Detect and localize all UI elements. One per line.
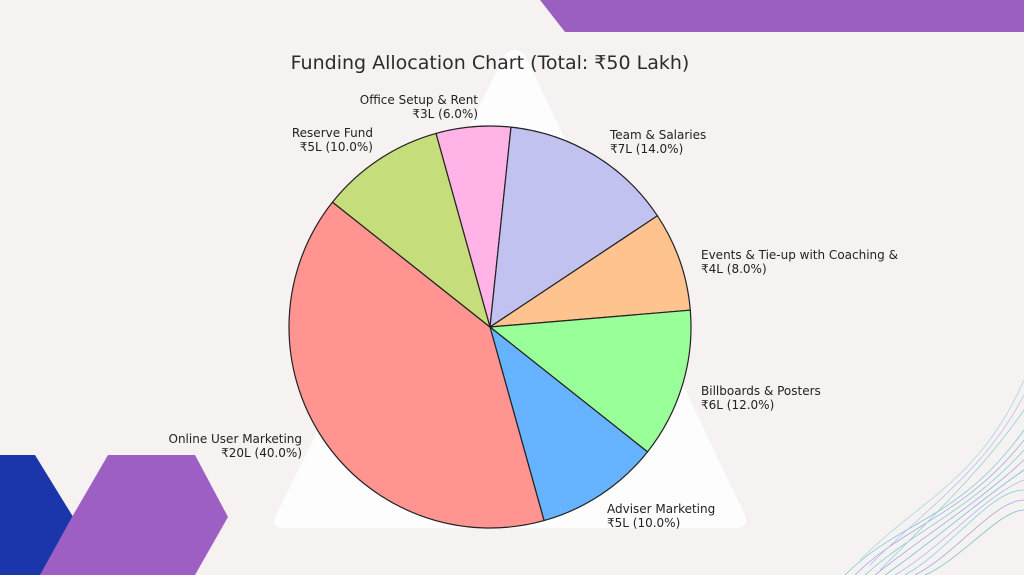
slice-label-value: ₹5L (10.0%) bbox=[299, 140, 373, 154]
top-right-band bbox=[540, 0, 1024, 32]
slice-label: Adviser Marketing ₹5L (10.0%) bbox=[607, 502, 715, 530]
slice-label: Billboards & Posters ₹6L (12.0%) bbox=[701, 384, 821, 412]
pie-slice-events-tie-up-with-coaching bbox=[489, 214, 691, 328]
slice-label-name: Adviser Marketing bbox=[607, 502, 716, 516]
slice-label: Team & Salaries ₹7L (14.0%) bbox=[610, 128, 706, 156]
slice-label-value: ₹20L (40.0%) bbox=[221, 446, 302, 460]
slice-label-name: Reserve Fund bbox=[291, 126, 373, 140]
slice-label-name: Billboards & Posters bbox=[701, 384, 821, 398]
slice-label-value: ₹4L (8.0%) bbox=[701, 262, 767, 276]
slice-label-name: Online User Marketing bbox=[168, 432, 303, 446]
slice-label-value: ₹5L (10.0%) bbox=[607, 516, 681, 530]
slice-label-name: Team & Salaries bbox=[610, 128, 707, 142]
slice-label: Events & Tie-up with Coaching & ₹4L (8.0%… bbox=[701, 248, 898, 276]
pie-slice-team-salaries bbox=[489, 126, 659, 329]
slice-label-value: ₹3L (6.0%) bbox=[412, 107, 478, 121]
pie-slice-billboards-posters bbox=[488, 309, 692, 453]
slice-label: Office Setup & Rent ₹3L (6.0%) bbox=[360, 93, 478, 121]
chart-title: Funding Allocation Chart (Total: ₹50 Lak… bbox=[290, 52, 690, 74]
pie-slice-adviser-marketing bbox=[488, 325, 649, 522]
slice-label-name: Office Setup & Rent bbox=[359, 93, 478, 107]
slice-label-value: ₹6L (12.0%) bbox=[701, 398, 775, 412]
slice-label: Online User Marketing ₹20L (40.0%) bbox=[169, 432, 303, 460]
bottom-left-purple-shape bbox=[40, 455, 228, 575]
slice-label: Reserve Fund ₹5L (10.0%) bbox=[292, 126, 373, 154]
slice-label-value: ₹7L (14.0%) bbox=[610, 142, 684, 156]
wave-lines bbox=[844, 379, 1024, 575]
pie-slice-online-user-marketing bbox=[288, 201, 545, 529]
bottom-left-blue-shape bbox=[0, 455, 75, 575]
slice-label-name: Events & Tie-up with Coaching & bbox=[701, 248, 898, 262]
pie-slice-reserve-fund bbox=[331, 132, 492, 329]
